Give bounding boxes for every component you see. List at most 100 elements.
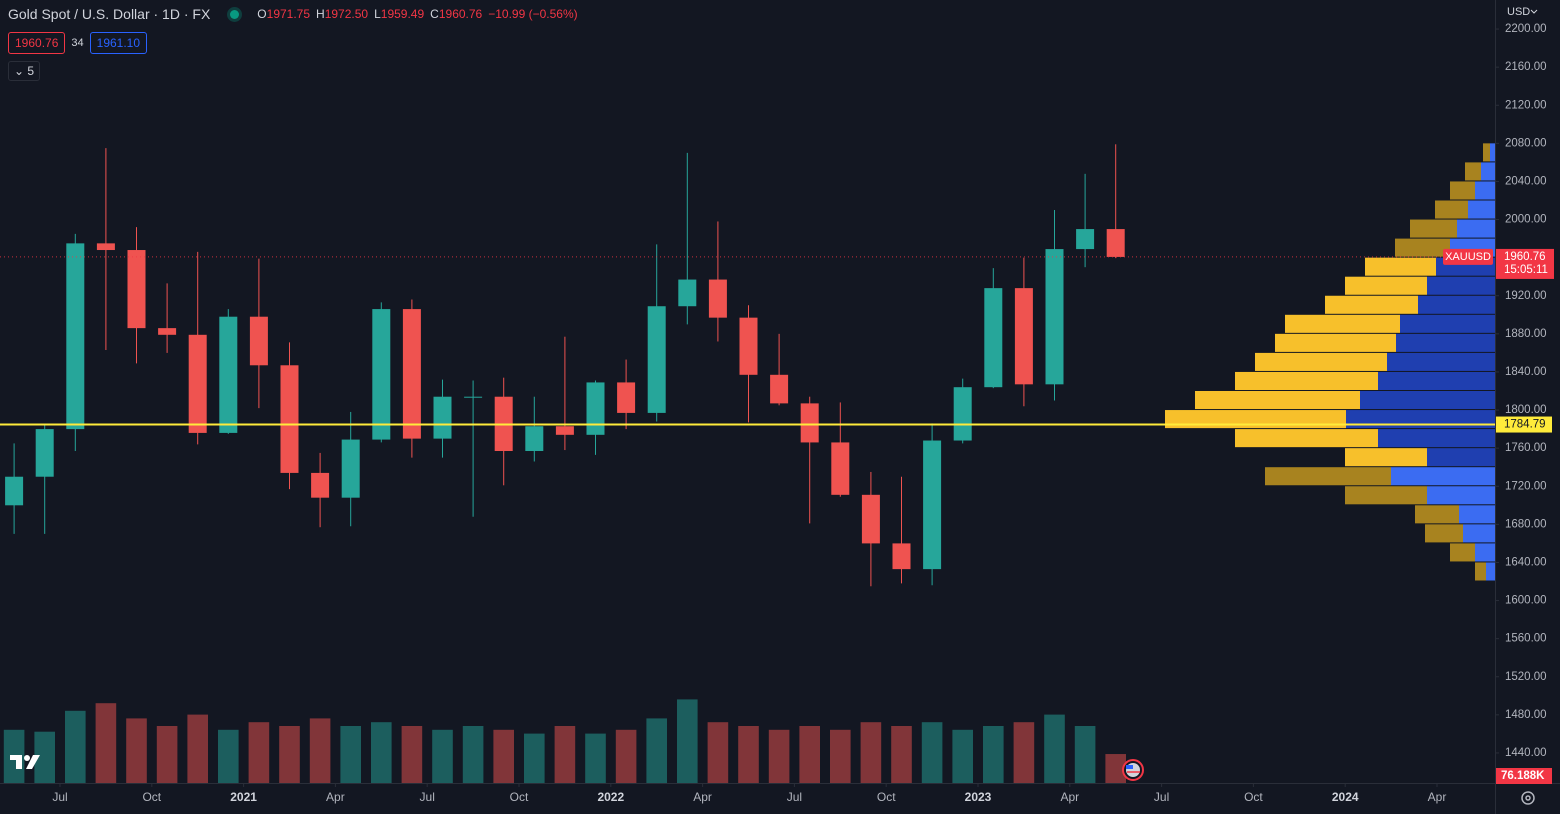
volume-bar	[126, 718, 147, 783]
volume-bar	[524, 733, 545, 783]
volume-bar	[156, 726, 178, 783]
x-tick-label: Jul	[420, 790, 435, 804]
volume-bar	[1074, 726, 1096, 783]
settings-icon[interactable]	[1521, 791, 1535, 805]
symbol-title[interactable]: Gold Spot / U.S. Dollar · 1D · FX	[8, 6, 211, 22]
profile-up	[1463, 524, 1495, 543]
y-tick-label: 1880.00	[1505, 328, 1547, 340]
candle-body	[678, 279, 697, 307]
poc-label: 1784.79	[1504, 419, 1546, 431]
candle-body	[892, 543, 911, 570]
y-tick-label: 1600.00	[1505, 595, 1547, 607]
y-tick-label: 2040.00	[1505, 175, 1547, 187]
volume-bar	[799, 726, 820, 783]
high-key: H	[316, 7, 325, 21]
profile-up	[1400, 314, 1495, 333]
candle-body	[127, 250, 146, 329]
candle-body	[984, 288, 1003, 388]
legend: Gold Spot / U.S. Dollar · 1D · FX O1971.…	[8, 6, 578, 22]
volume-bar	[218, 729, 239, 783]
buy-button[interactable]: 1961.10	[89, 32, 148, 54]
y-tick-label: 2000.00	[1505, 214, 1547, 226]
volume-bar	[187, 714, 208, 783]
close-key: C	[430, 7, 439, 21]
candle-body	[525, 426, 544, 452]
volume-bar	[340, 726, 361, 783]
sell-button[interactable]: 1960.76	[8, 32, 66, 54]
profile-down	[1285, 314, 1400, 333]
profile-down	[1275, 333, 1396, 352]
volume-bar	[1044, 714, 1065, 783]
candle-body	[311, 472, 330, 498]
candle-body	[219, 316, 238, 433]
profile-up	[1427, 276, 1495, 295]
trade-row: 1960.76 34 1961.10	[8, 32, 148, 54]
volume-bar	[401, 726, 423, 783]
volume-label: 76.188K	[1501, 770, 1545, 782]
candle-body	[861, 494, 880, 544]
volume-bar	[554, 726, 576, 783]
candle-body	[647, 306, 666, 413]
profile-down	[1435, 200, 1468, 219]
candle-body	[708, 279, 727, 318]
y-tick-label: 2200.00	[1505, 23, 1547, 35]
volume-bar	[95, 703, 117, 783]
currency[interactable]: USD	[1507, 6, 1530, 18]
candle-body	[158, 328, 177, 335]
profile-down	[1395, 238, 1450, 257]
y-tick-label: 1560.00	[1505, 633, 1547, 645]
candle-body	[1076, 229, 1095, 250]
profile-down	[1483, 143, 1490, 162]
x-tick-label: Jul	[1154, 790, 1169, 804]
volume-bar	[891, 726, 912, 783]
profile-down	[1365, 257, 1436, 276]
x-tick-label: Oct	[1244, 790, 1263, 804]
profile-up	[1360, 391, 1495, 410]
profile-up	[1378, 371, 1495, 390]
profile-down	[1345, 486, 1427, 505]
profile-up	[1378, 429, 1495, 448]
profile-up	[1486, 562, 1495, 581]
volume-bar	[677, 699, 698, 783]
symbol-label-bg	[1443, 248, 1493, 265]
volume-bar	[830, 729, 851, 783]
candle-body	[770, 374, 789, 404]
volume-bar	[952, 729, 973, 783]
plot	[0, 143, 1495, 783]
market-status[interactable]	[230, 9, 240, 19]
profile-down	[1425, 524, 1463, 543]
x-tick-label: Apr	[326, 790, 345, 804]
profile-down	[1465, 162, 1481, 181]
candle-body	[800, 403, 819, 443]
y-tick-label: 1640.00	[1505, 556, 1547, 568]
candle-body	[739, 317, 758, 375]
indicator-count: 5	[27, 64, 35, 78]
volume-bar	[1105, 754, 1126, 783]
profile-up	[1387, 352, 1495, 371]
profile-down	[1325, 295, 1418, 314]
y-tick-label: 1800.00	[1505, 404, 1547, 416]
profile-down	[1235, 371, 1378, 390]
candle-body	[617, 382, 636, 413]
x-tick-label: Apr	[1060, 790, 1079, 804]
x-tick-label: Apr	[693, 790, 712, 804]
event-icon[interactable]	[1122, 759, 1144, 781]
volume-bar	[921, 722, 943, 783]
y-tick-label: 2160.00	[1505, 61, 1547, 73]
low-value: 1959.49	[380, 7, 425, 21]
logo[interactable]	[10, 755, 40, 769]
volume-bar	[462, 726, 484, 783]
y-tick-label: 2120.00	[1505, 99, 1547, 111]
profile-up	[1396, 333, 1495, 352]
poc-label-bg	[1496, 416, 1552, 433]
close-value: 1960.76	[438, 7, 483, 21]
x-tick-label: 2023	[965, 790, 992, 804]
y-tick-label: 1760.00	[1505, 442, 1547, 454]
candle-body	[188, 334, 207, 433]
indicators-toggle[interactable]: ⌄ 5	[8, 61, 41, 81]
symbol-label: XAUUSD	[1445, 251, 1491, 263]
volume-bar	[371, 722, 392, 783]
profile-down	[1415, 505, 1459, 524]
